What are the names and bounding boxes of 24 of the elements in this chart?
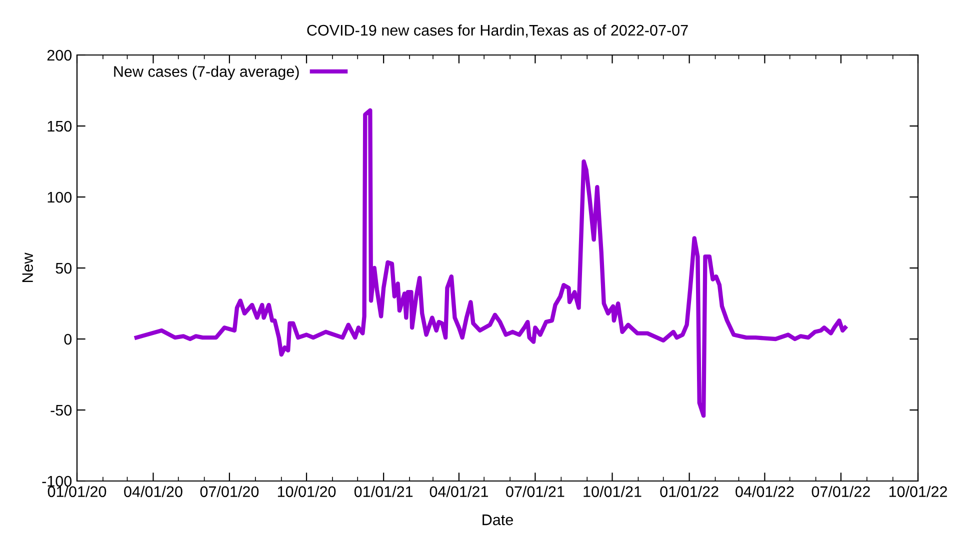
line-series: [134, 108, 848, 418]
x-tick-label: 01/01/22: [660, 486, 718, 498]
x-tick-label: 10/01/22: [889, 486, 947, 498]
x-tick-label: 01/01/21: [354, 486, 413, 498]
y-tick-label: 200: [47, 50, 72, 61]
x-tick-label: 04/01/22: [736, 486, 794, 498]
x-axis-title: Date: [482, 514, 513, 526]
y-tick-label: 50: [56, 262, 72, 274]
x-tick-label: 07/01/22: [812, 486, 870, 498]
y-tick-label: 100: [48, 192, 72, 203]
x-tick-label: 04/01/20: [124, 486, 182, 498]
x-tick-label: 07/01/20: [200, 486, 259, 498]
chart-title: COVID-19 new cases for Hardin,Texas as of 2022-07-07: [307, 24, 688, 38]
x-tick-label: 10/01/20: [278, 486, 336, 498]
x-tick-label: 04/01/21: [430, 486, 488, 498]
x-tick-label: 01/01/20: [48, 486, 106, 498]
x-tick-label: 07/01/21: [506, 486, 564, 498]
legend-label: New cases (7-day average): [114, 66, 299, 80]
y-axis-title: New: [22, 252, 33, 282]
y-tick-label: 0: [64, 334, 72, 345]
y-tick-label: -50: [50, 404, 72, 416]
y-tick-label: -100: [42, 476, 72, 487]
y-tick-label: 150: [48, 120, 72, 132]
x-tick-label: 10/01/21: [584, 486, 642, 498]
